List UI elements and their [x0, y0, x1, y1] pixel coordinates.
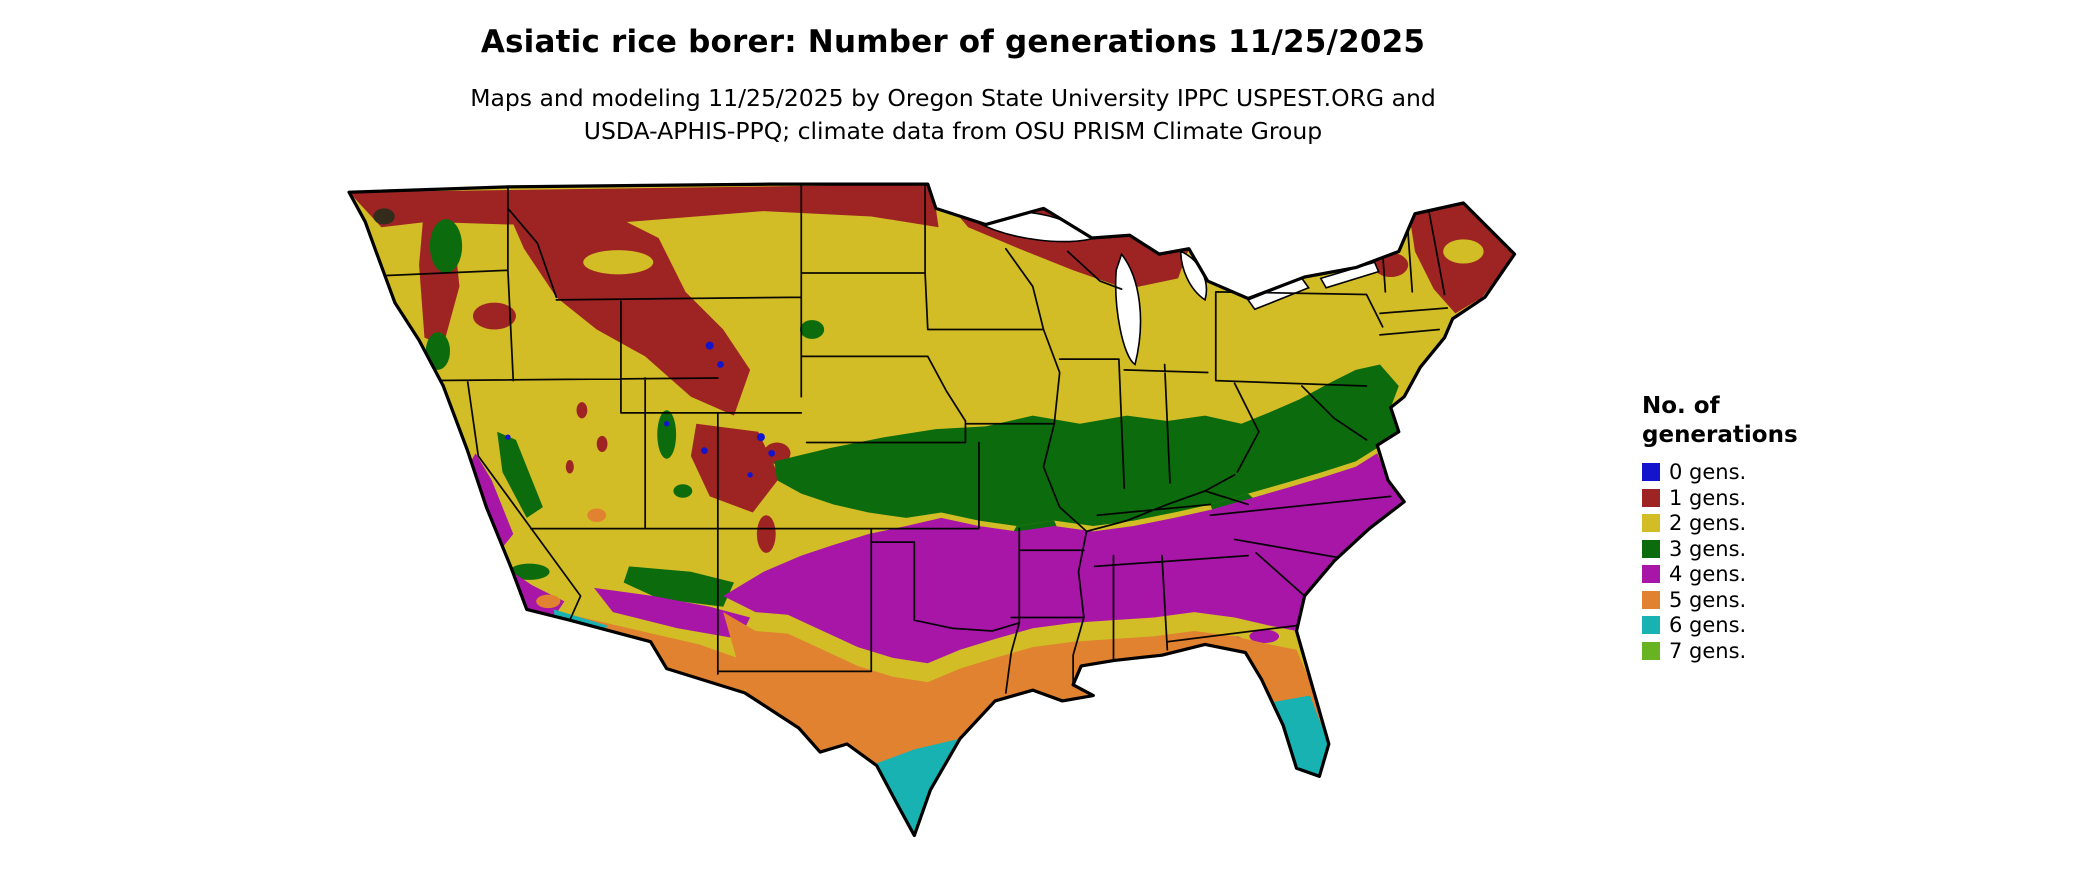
legend-swatch-0-gens	[1642, 463, 1660, 482]
legend-item-5-gens: 5 gens.	[1642, 587, 1798, 613]
legend-swatch-1-gens	[1642, 488, 1660, 507]
legend-swatch-2-gens	[1642, 514, 1660, 533]
subtitle-line-1: Maps and modeling 11/25/2025 by Oregon S…	[470, 84, 1436, 112]
olympic-dark-patch	[373, 208, 395, 225]
legend-swatch-6-gens	[1642, 616, 1660, 635]
us-outline	[347, 182, 1517, 838]
legend-swatch-3-gens	[1642, 539, 1660, 558]
legend-title: No. of generations	[1642, 393, 1798, 448]
legend-label-3-gens: 3 gens.	[1669, 536, 1747, 561]
legend-swatch-5-gens	[1642, 590, 1660, 609]
region-2-gens-overlays	[583, 239, 1484, 275]
map-header: Asiatic rice borer: Number of generation…	[0, 24, 1906, 148]
legend-label-4-gens: 4 gens.	[1669, 562, 1747, 587]
legend-item-4-gens: 4 gens.	[1642, 562, 1798, 588]
legend-label-0-gens: 0 gens.	[1669, 460, 1747, 485]
legend-label-1-gens: 1 gens.	[1669, 485, 1747, 510]
legend-label-2-gens: 2 gens.	[1669, 511, 1747, 536]
subtitle-line-2: USDA-APHIS-PPQ; climate data from OSU PR…	[583, 116, 1323, 145]
legend-swatch-7-gens	[1642, 641, 1660, 660]
legend-item-2-gens: 2 gens.	[1642, 511, 1798, 537]
map-legend: No. of generations 0 gens. 1 gens. 2 gen…	[1642, 392, 1798, 664]
page-title: Asiatic rice borer: Number of generation…	[480, 24, 1426, 60]
legend-swatch-4-gens	[1642, 565, 1660, 584]
legend-label-5-gens: 5 gens.	[1669, 587, 1747, 612]
legend-item-3-gens: 3 gens.	[1642, 536, 1798, 562]
legend-item-0-gens: 0 gens.	[1642, 460, 1798, 486]
lake-michigan	[1114, 252, 1142, 366]
us-generations-map	[306, 168, 1598, 892]
map-subtitle: Maps and modeling 11/25/2025 by Oregon S…	[0, 82, 1906, 148]
legend-label-7-gens: 7 gens.	[1669, 638, 1747, 663]
legend-item-7-gens: 7 gens.	[1642, 638, 1798, 664]
legend-item-6-gens: 6 gens.	[1642, 613, 1798, 639]
us-map-svg	[347, 182, 1517, 838]
state-borders	[383, 184, 1449, 694]
legend-label-6-gens: 6 gens.	[1669, 613, 1747, 638]
legend-item-1-gens: 1 gens.	[1642, 485, 1798, 511]
